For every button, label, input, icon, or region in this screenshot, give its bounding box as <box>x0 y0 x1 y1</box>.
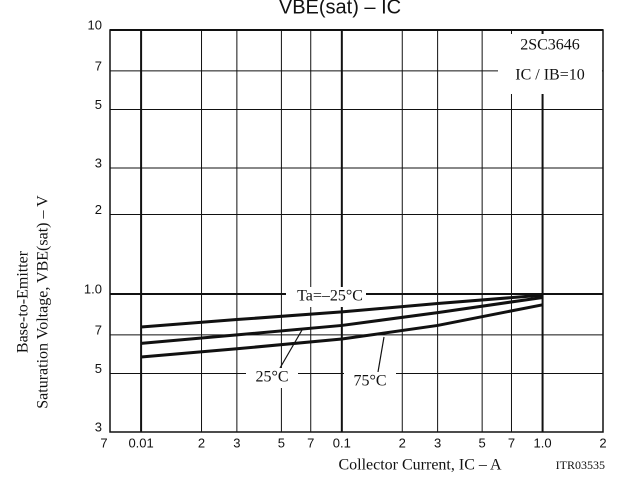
series-label: Ta=–25°C <box>297 288 363 305</box>
y-tick-label: 10 <box>88 17 102 32</box>
y-tick-label: 2 <box>95 202 102 217</box>
series-label: 75°C <box>353 373 386 390</box>
y-axis-label: Saturation Voltage, VBE(sat) – V <box>35 195 52 409</box>
x-tick-label: 2 <box>198 435 205 450</box>
x-tick-label: 7 <box>100 435 107 450</box>
annotation: IC / IB=10 <box>515 67 584 84</box>
leader-line <box>279 329 303 369</box>
y-tick-label: 5 <box>95 361 102 376</box>
x-tick-label: 7 <box>307 435 314 450</box>
plot-frame <box>109 29 604 433</box>
line <box>140 293 543 329</box>
x-tick-label: 2 <box>599 435 606 450</box>
label-bg <box>344 372 396 392</box>
y-tick-label: 3 <box>95 419 102 434</box>
label-bg <box>246 368 298 388</box>
y-tick-label: 7 <box>95 58 102 73</box>
annotation: ITR03535 <box>556 458 605 472</box>
x-tick-label: 0.1 <box>333 435 351 450</box>
x-tick-label: 5 <box>278 435 285 450</box>
line <box>140 295 543 345</box>
y-axis-label: Base-to-Emitter <box>15 250 32 353</box>
x-tick-label: 7 <box>508 435 515 450</box>
x-tick-label: 3 <box>434 435 441 450</box>
leader-line <box>377 336 385 373</box>
x-tick-label: 1.0 <box>534 435 552 450</box>
annotation-bg <box>498 34 602 94</box>
x-tick-label: 5 <box>479 435 486 450</box>
y-tick-label: 1.0 <box>84 281 102 296</box>
x-axis-label: Collector Current, IC – A <box>338 457 502 474</box>
line <box>140 303 543 359</box>
x-tick-label: 0.01 <box>128 435 153 450</box>
y-tick-label: 7 <box>95 322 102 337</box>
series-label: 25°C <box>255 369 288 386</box>
y-tick-label: 3 <box>95 155 102 170</box>
annotation: 2SC3646 <box>520 37 580 54</box>
label-bg <box>286 287 366 307</box>
x-tick-label: 2 <box>399 435 406 450</box>
y-tick-label: 5 <box>95 97 102 112</box>
x-tick-label: 3 <box>233 435 240 450</box>
chart-title: VBE(sat) – IC <box>279 0 401 18</box>
